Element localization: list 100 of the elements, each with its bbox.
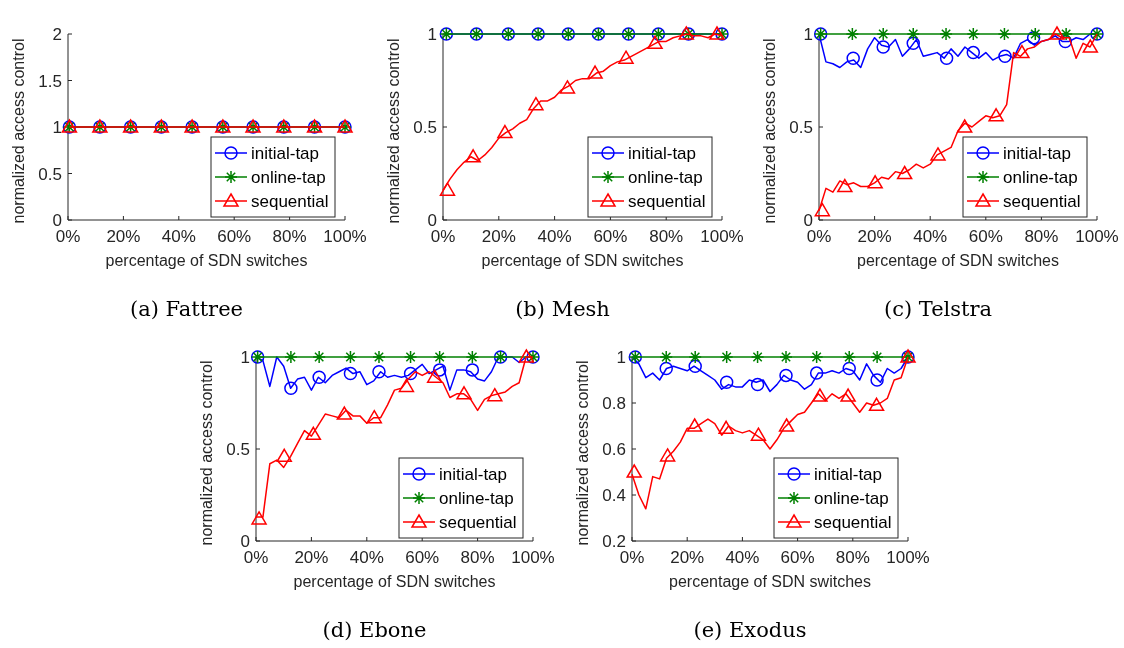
point [487, 387, 503, 402]
point [276, 448, 292, 463]
legend-label: online-tap [814, 489, 889, 508]
x-tick-label: 60% [780, 548, 815, 567]
x-tick-label: 40% [725, 548, 760, 567]
point [372, 350, 386, 364]
legend-label: online-tap [251, 168, 326, 187]
y-tick-label: 0.6 [602, 440, 626, 459]
point [868, 397, 885, 412]
x-tick-label: 0% [619, 548, 645, 567]
x-tick-label: 80% [272, 227, 307, 246]
x-tick-label: 0% [806, 227, 832, 246]
x-tick-label: 60% [968, 227, 1003, 246]
point [870, 373, 884, 387]
text: (c) Telstra [883, 297, 993, 321]
y-tick-label: 0.4 [602, 486, 626, 505]
point [559, 80, 576, 94]
point [518, 349, 535, 363]
point [284, 381, 298, 396]
point [688, 350, 702, 364]
point [906, 27, 920, 41]
point [305, 426, 322, 441]
x-tick-label: 40% [161, 227, 196, 246]
point [439, 182, 456, 196]
x-tick-label: 80% [835, 548, 870, 567]
point [343, 350, 358, 364]
point [618, 50, 634, 64]
y-tick-label: 1 [240, 348, 250, 367]
point [809, 350, 824, 364]
point [998, 49, 1012, 64]
y-tick-label: 0.2 [602, 532, 626, 551]
point [372, 364, 386, 379]
point [659, 361, 673, 376]
y-tick-label: 1 [427, 25, 437, 44]
point [876, 40, 890, 54]
y-axis-title: normalized access control [574, 360, 591, 546]
point [779, 350, 793, 364]
point [750, 377, 765, 392]
legend-label: online-tap [1003, 168, 1078, 187]
point [779, 368, 793, 383]
legend-label: online-tap [439, 489, 514, 508]
text: (b) Mesh [515, 297, 610, 321]
y-tick-label: 0 [427, 211, 437, 230]
point [398, 378, 415, 393]
y-tick-label: 2 [52, 25, 62, 44]
text: (a) Fattree [129, 297, 244, 321]
x-tick-label: 20% [670, 548, 705, 567]
point [896, 165, 913, 180]
y-tick-label: 0 [52, 211, 62, 230]
point [465, 363, 480, 377]
point [432, 350, 447, 364]
x-tick-label: 40% [913, 227, 948, 246]
point [659, 350, 673, 364]
legend-label: online-tap [628, 168, 703, 187]
x-tick-label: 60% [405, 548, 440, 567]
point [812, 388, 828, 402]
y-tick-label: 0.5 [226, 440, 250, 459]
point [846, 51, 860, 65]
x-axis-title: percentage of SDN switches [857, 252, 1059, 269]
point [312, 370, 326, 384]
legend-label: sequential [628, 192, 706, 211]
legend-label: initial-tap [814, 465, 883, 484]
legend-label: initial-tap [1003, 144, 1072, 163]
y-axis-title: normalized access control [385, 38, 402, 224]
point [403, 366, 418, 381]
point [778, 418, 795, 432]
point [842, 350, 856, 364]
x-tick-label: 0% [430, 227, 456, 246]
x-tick-label: 100% [700, 227, 744, 246]
point [343, 366, 358, 381]
y-tick-label: 0 [240, 532, 250, 551]
x-tick-label: 40% [349, 548, 384, 567]
x-tick-label: 100% [1075, 227, 1119, 246]
legend-label: initial-tap [251, 144, 320, 163]
point [956, 119, 973, 133]
point [587, 65, 603, 79]
text: (e) Exodus [693, 618, 807, 642]
x-axis-title: percentage of SDN switches [105, 252, 308, 269]
point [939, 51, 954, 65]
point [840, 388, 856, 402]
x-tick-label: 80% [1024, 227, 1059, 246]
x-tick-label: 80% [460, 548, 495, 567]
point [688, 359, 702, 373]
x-axis-title: percentage of SDN switches [293, 573, 496, 590]
point [626, 464, 642, 478]
y-tick-label: 1 [52, 118, 62, 137]
point [966, 27, 981, 41]
text: (d) Ebone [322, 618, 427, 642]
point [997, 27, 1012, 41]
point [966, 45, 981, 60]
x-tick-label: 100% [886, 548, 930, 567]
x-tick-label: 40% [537, 227, 572, 246]
point [1082, 39, 1099, 53]
y-axis-title: normalized access control [198, 360, 215, 546]
point [939, 27, 953, 41]
point [528, 96, 544, 111]
y-tick-label: 0.5 [38, 164, 62, 184]
point [719, 375, 734, 390]
x-tick-label: 100% [323, 227, 367, 246]
point [686, 418, 703, 432]
